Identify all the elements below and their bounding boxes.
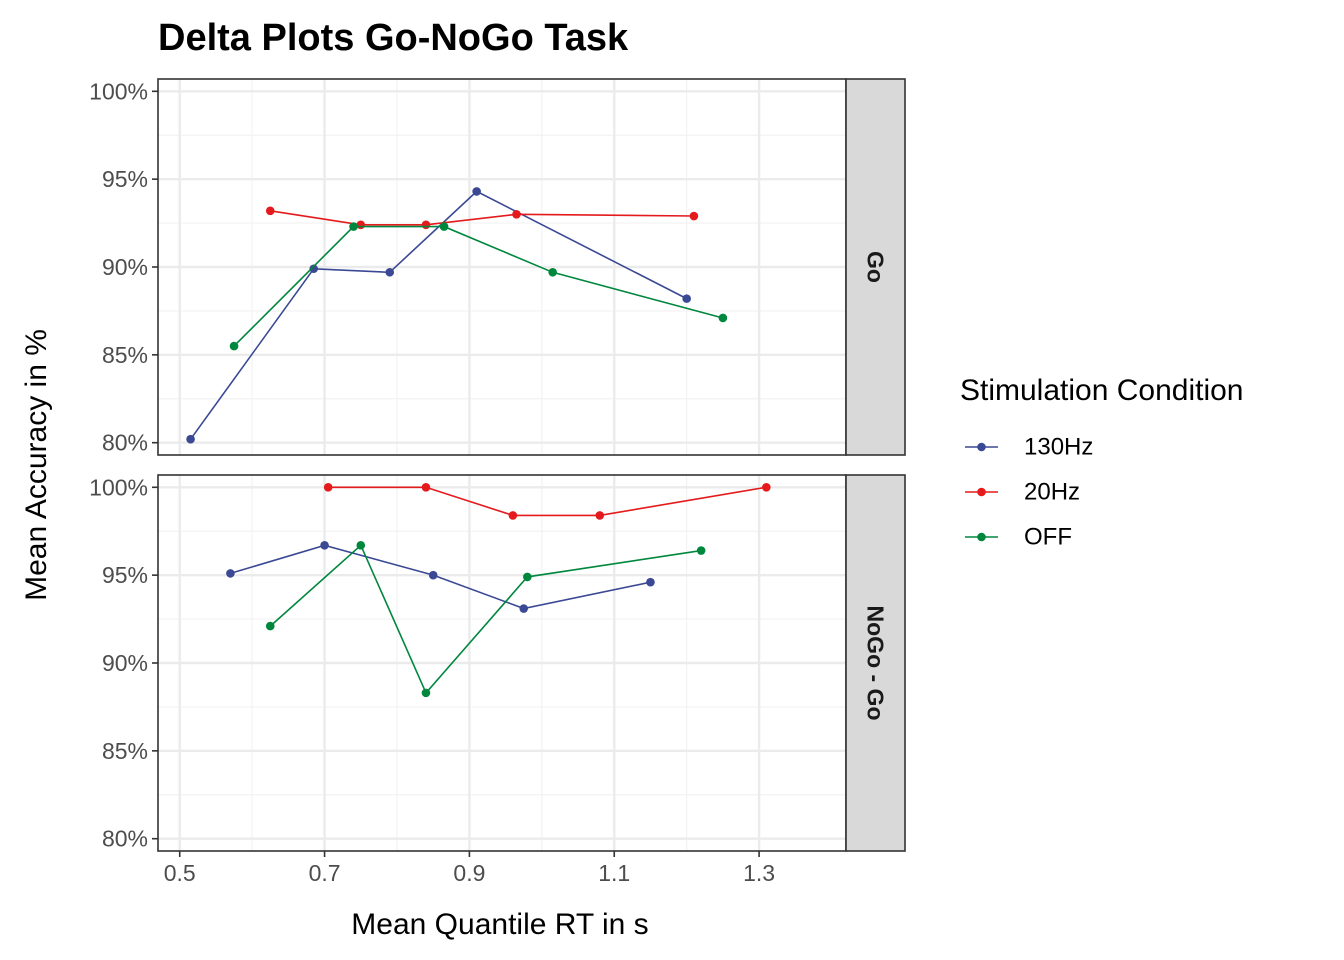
legend-label: OFF bbox=[1024, 524, 1072, 551]
y-tick-label: 80% bbox=[102, 826, 148, 852]
y-axis-title: Mean Accuracy in % bbox=[20, 329, 53, 601]
data-point-130hz bbox=[428, 570, 438, 580]
y-tick-label: 100% bbox=[89, 474, 148, 500]
data-point-off bbox=[548, 267, 557, 277]
y-tick-label: 80% bbox=[102, 430, 148, 456]
x-tick-label: 0.7 bbox=[309, 860, 341, 886]
y-tick-label: 85% bbox=[102, 342, 148, 368]
data-point-130hz bbox=[226, 569, 235, 578]
data-point-20hz bbox=[512, 209, 521, 219]
legend-item-130hz: 130Hz bbox=[965, 434, 1093, 461]
facet-strip-label: Go bbox=[863, 251, 889, 283]
data-point-20hz bbox=[421, 220, 431, 230]
facet-strip bbox=[845, 474, 906, 852]
legend-key-point bbox=[977, 532, 986, 542]
data-point-20hz bbox=[265, 206, 275, 216]
data-point-20hz bbox=[689, 211, 699, 221]
facet-strip bbox=[845, 78, 906, 456]
x-axis: 0.5 0.7 0.9 1.1 1.3 bbox=[164, 851, 775, 886]
facet-panels: Go 80% 85% 90% 95% 100% NoGo - Go 80% 85% 90% 95% 1… bbox=[89, 78, 906, 886]
data-point-130hz bbox=[320, 540, 329, 550]
data-point-off bbox=[421, 688, 431, 698]
data-point-off bbox=[439, 222, 449, 231]
y-tick-label: 90% bbox=[102, 254, 148, 280]
data-point-off bbox=[523, 572, 532, 582]
x-axis-title: Mean Quantile RT in s bbox=[351, 908, 648, 941]
data-point-20hz bbox=[595, 511, 605, 520]
data-point-130hz bbox=[646, 577, 655, 587]
legend-title: Stimulation Condition bbox=[960, 374, 1244, 407]
data-point-20hz bbox=[323, 482, 333, 492]
data-point-off bbox=[349, 222, 358, 231]
x-tick-label: 1.1 bbox=[598, 860, 630, 886]
data-point-130hz bbox=[519, 604, 529, 613]
data-point-20hz bbox=[356, 220, 366, 230]
x-tick-label: 1.3 bbox=[743, 860, 775, 886]
data-point-130hz bbox=[186, 434, 195, 444]
legend-item-20hz: 20Hz bbox=[965, 479, 1080, 506]
legend-label: 20Hz bbox=[1024, 479, 1080, 506]
data-point-130hz bbox=[472, 187, 481, 196]
legend-key-point bbox=[977, 442, 986, 452]
chart-title: Delta Plots Go-NoGo Task bbox=[158, 17, 629, 59]
legend-item-off: OFF bbox=[965, 524, 1072, 551]
y-tick-label: 90% bbox=[102, 650, 148, 676]
data-point-130hz bbox=[309, 264, 319, 274]
facet-panel-go: Go 80% 85% 90% 95% 100% bbox=[89, 78, 906, 456]
legend-key-point bbox=[977, 487, 986, 497]
data-point-off bbox=[229, 341, 239, 351]
x-tick-label: 0.9 bbox=[453, 860, 485, 886]
data-point-off bbox=[696, 546, 706, 555]
y-tick-label: 100% bbox=[89, 78, 148, 104]
facet-panel-nogo-go: NoGo - Go 80% 85% 90% 95% 100% bbox=[89, 474, 906, 852]
data-point-20hz bbox=[762, 482, 771, 492]
y-tick-label: 95% bbox=[102, 562, 148, 588]
data-point-20hz bbox=[508, 511, 518, 520]
data-point-130hz bbox=[385, 267, 395, 277]
legend: Stimulation Condition 130Hz 20Hz OFF bbox=[960, 374, 1244, 551]
x-tick-label: 0.5 bbox=[164, 860, 196, 886]
data-point-off bbox=[356, 540, 366, 550]
legend-label: 130Hz bbox=[1024, 434, 1093, 461]
data-point-130hz bbox=[682, 294, 691, 303]
facet-strip-label: NoGo - Go bbox=[863, 606, 889, 721]
data-point-off bbox=[718, 313, 728, 323]
y-tick-label: 95% bbox=[102, 166, 148, 192]
y-tick-label: 85% bbox=[102, 738, 148, 764]
data-point-20hz bbox=[421, 482, 431, 492]
data-point-off bbox=[265, 621, 275, 631]
